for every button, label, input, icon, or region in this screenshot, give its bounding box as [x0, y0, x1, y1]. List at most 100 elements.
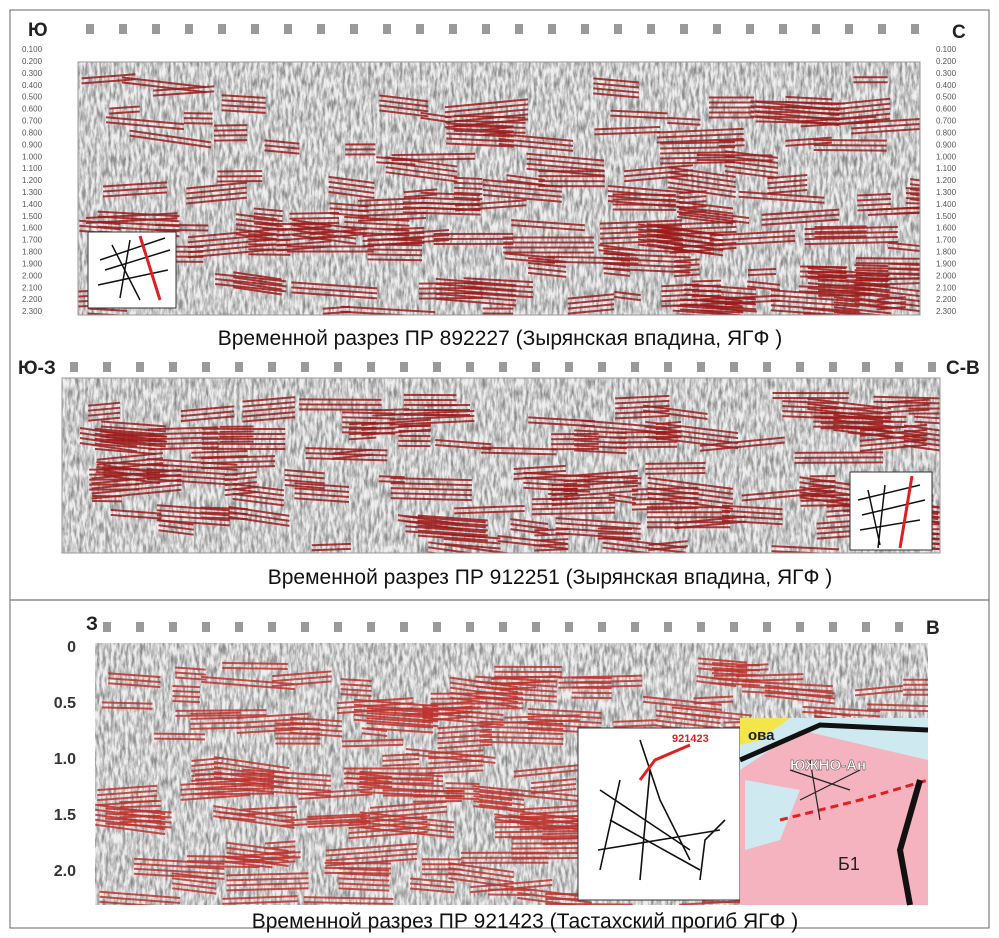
time-label: 1.200 [22, 176, 43, 185]
time-label: 1.100 [936, 164, 957, 173]
trace-marker [268, 622, 276, 632]
trace-marker [713, 24, 721, 34]
time-label: 2.000 [936, 271, 957, 280]
trace-marker [845, 24, 853, 34]
trace-marker [763, 622, 771, 632]
time-label: 1.000 [22, 152, 43, 161]
map-label: Б1 [838, 854, 860, 874]
time-label: 1.400 [22, 200, 43, 209]
trace-marker [812, 24, 820, 34]
trace-marker [878, 24, 886, 34]
caption: Временной разрез ПР 921423 (Тастахский п… [252, 910, 799, 933]
trace-marker [383, 24, 391, 34]
trace-marker [334, 622, 342, 632]
trace-marker [598, 622, 606, 632]
time-label: 2.200 [936, 295, 957, 304]
trace-marker [532, 622, 540, 632]
trace-marker [169, 622, 177, 632]
trace-marker [251, 24, 259, 34]
time-label: 1.800 [936, 248, 957, 257]
trace-marker [565, 362, 573, 372]
map-label: ЮЖНО-Ан [790, 757, 866, 774]
trace-marker [136, 622, 144, 632]
trace-marker [70, 362, 78, 372]
trace-marker [697, 622, 705, 632]
trace-marker [763, 362, 771, 372]
direction-label: З [86, 614, 98, 635]
trace-marker [350, 24, 358, 34]
time-label: 0.900 [22, 140, 43, 149]
trace-marker [664, 362, 672, 372]
trace-marker [301, 362, 309, 372]
time-label: 1.0 [54, 751, 76, 768]
time-label: 0.800 [22, 128, 43, 137]
time-label: 0.200 [936, 57, 957, 66]
trace-marker [631, 622, 639, 632]
trace-marker [367, 362, 375, 372]
time-label: 1.600 [936, 224, 957, 233]
time-label: 0.700 [22, 117, 43, 126]
direction-label: Ю-З [18, 358, 56, 379]
time-label: 2.200 [22, 295, 43, 304]
inset-label: 921423 [672, 733, 709, 745]
trace-marker [466, 622, 474, 632]
trace-marker [565, 622, 573, 632]
trace-marker [779, 24, 787, 34]
seismic-texture [78, 62, 920, 315]
direction-label: В [926, 618, 940, 639]
trace-marker [482, 24, 490, 34]
trace-marker [268, 362, 276, 372]
time-label: 2.300 [936, 307, 957, 316]
trace-marker [235, 622, 243, 632]
trace-marker [532, 362, 540, 372]
time-label: 1.400 [936, 200, 957, 209]
time-label: 0 [67, 639, 76, 656]
caption: Временной разрез ПР 892227 (Зырянская вп… [218, 327, 783, 350]
trace-marker [928, 362, 936, 372]
trace-marker [218, 24, 226, 34]
trace-marker [202, 622, 210, 632]
trace-marker [169, 362, 177, 372]
trace-marker [433, 622, 441, 632]
time-label: 1.000 [936, 152, 957, 161]
time-label: 0.700 [936, 117, 957, 126]
trace-marker [581, 24, 589, 34]
trace-marker [185, 24, 193, 34]
trace-marker [515, 24, 523, 34]
trace-marker [664, 622, 672, 632]
trace-marker [202, 362, 210, 372]
time-label: 2.0 [54, 863, 76, 880]
trace-marker [829, 362, 837, 372]
time-label: 1.700 [936, 236, 957, 245]
trace-marker [647, 24, 655, 34]
time-label: 0.900 [936, 140, 957, 149]
time-label: 2.000 [22, 271, 43, 280]
time-label: 0.500 [936, 93, 957, 102]
page: Ю С 0.1000.1000.2000.2000.3000.3000.4000… [0, 0, 999, 938]
time-label: 2.100 [936, 283, 957, 292]
time-label: 1.700 [22, 236, 43, 245]
trace-marker [829, 622, 837, 632]
time-label: 1.200 [936, 176, 957, 185]
time-label: 1.100 [22, 164, 43, 173]
time-label: 0.100 [936, 45, 957, 54]
trace-marker [152, 24, 160, 34]
trace-marker [730, 362, 738, 372]
trace-marker [103, 622, 111, 632]
trace-marker [862, 622, 870, 632]
time-label: 0.300 [936, 69, 957, 78]
location-inset: 921423 [578, 728, 740, 900]
trace-marker [499, 622, 507, 632]
time-label: 1.900 [936, 259, 957, 268]
trace-marker [235, 362, 243, 372]
time-label: 1.500 [936, 212, 957, 221]
time-label: 1.900 [22, 259, 43, 268]
trace-marker [449, 24, 457, 34]
trace-marker [680, 24, 688, 34]
trace-marker [631, 362, 639, 372]
time-label: 1.5 [54, 807, 76, 824]
time-label: 0.500 [22, 93, 43, 102]
time-label: 1.600 [22, 224, 43, 233]
direction-label: С [952, 22, 966, 43]
trace-marker [103, 362, 111, 372]
